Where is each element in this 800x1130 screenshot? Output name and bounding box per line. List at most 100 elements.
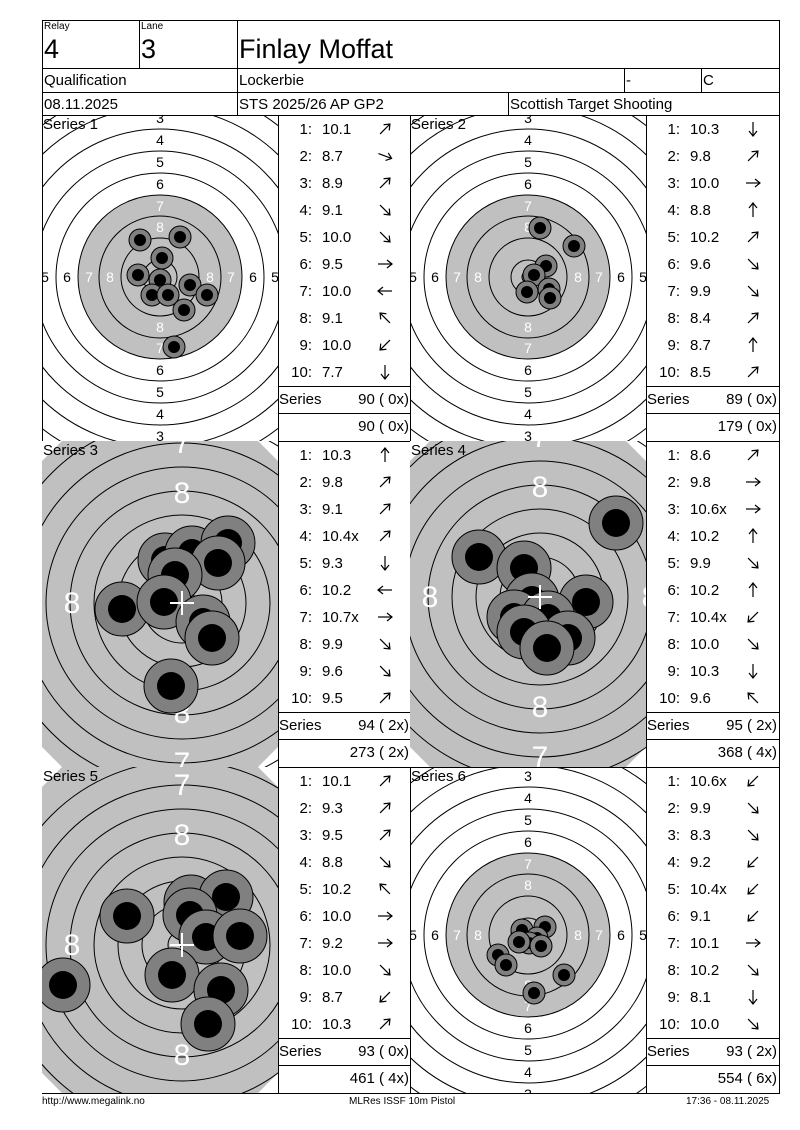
ring-number: 6: [524, 1020, 532, 1036]
ring-number: 6: [156, 176, 164, 192]
shot-row: 6: 10.0: [280, 903, 408, 930]
direction-arrow-icon: [379, 856, 391, 868]
direction-arrow-icon: [747, 638, 759, 650]
shot-row: 9: 8.7: [280, 984, 408, 1011]
shot-row: 4: 10.4x: [280, 523, 408, 550]
shot-mark: [178, 273, 202, 297]
ring-number: 7: [174, 1089, 191, 1093]
shot-number: 1:: [299, 773, 312, 790]
ring-number: 4: [524, 406, 532, 422]
shot-number: 3:: [299, 827, 312, 844]
shot-mark: [507, 930, 531, 954]
shot-value: 9.6: [690, 256, 711, 273]
shot-number: 8:: [299, 636, 312, 653]
shot-mark: [162, 335, 186, 359]
shot-row: 1: 10.1: [280, 116, 408, 143]
shot-row: 8: 10.0: [648, 631, 776, 658]
shot-row: 4: 9.2: [648, 849, 776, 876]
direction-arrow-icon: [378, 938, 393, 948]
shot-mark: [128, 228, 152, 252]
shot-mark: [195, 283, 219, 307]
ring-number: 3: [524, 115, 532, 126]
shot-number: 2:: [299, 800, 312, 817]
shot-number: 4:: [667, 202, 680, 219]
shot-value: 9.3: [322, 555, 343, 572]
cumulative-score: 179 ( 0x): [717, 418, 777, 435]
series-label: Series: [279, 1043, 322, 1060]
series-total-row: Series 93 ( 0x): [279, 1038, 409, 1065]
ring-number: 8: [64, 929, 81, 962]
shot-row: 1: 8.6: [648, 442, 776, 469]
direction-arrow-icon: [378, 612, 393, 622]
ring-number: 5: [271, 269, 278, 285]
shot-number: 1:: [667, 447, 680, 464]
shot-value: 10.3: [690, 121, 720, 138]
shot-row: 8: 9.9: [280, 631, 408, 658]
direction-arrow-icon: [379, 476, 391, 488]
shot-value: 10.1: [690, 935, 720, 952]
direction-arrow-icon: [747, 964, 759, 976]
ring-number: 8: [422, 581, 439, 614]
shot-row: 10: 9.6: [648, 685, 776, 712]
series-score: 95 ( 2x): [726, 717, 777, 734]
shot-number: 5:: [667, 229, 680, 246]
ring-number: 7: [453, 269, 461, 285]
shot-value: 10.2: [690, 229, 720, 246]
ring-number: 7: [174, 441, 191, 460]
shot-number: 2:: [667, 474, 680, 491]
ring-number: 6: [524, 362, 532, 378]
shot-mark: [552, 963, 576, 987]
shot-value: 9.1: [322, 310, 343, 327]
shot-number: 9:: [299, 337, 312, 354]
shot-row: 3: 10.0: [648, 170, 776, 197]
direction-arrow-icon: [746, 938, 761, 948]
relay-label: Relay: [44, 21, 70, 32]
ring-number: 7: [595, 927, 603, 943]
shot-number: 8:: [299, 962, 312, 979]
direction-arrow-icon: [379, 692, 391, 704]
direction-arrow-icon: [748, 582, 758, 597]
shot-value: 10.0: [322, 337, 352, 354]
ring-number: 5: [524, 154, 532, 170]
shot-row: 2: 9.8: [280, 469, 408, 496]
direction-arrow-icon: [747, 1018, 759, 1030]
shot-value: 9.9: [690, 800, 711, 817]
series-total-row: Series 89 ( 0x): [647, 386, 777, 413]
shot-mark: [528, 216, 552, 240]
shot-value: 10.0: [322, 283, 352, 300]
shot-row: 9: 9.6: [280, 658, 408, 685]
shot-value: 9.1: [322, 501, 343, 518]
shot-value: 9.8: [690, 148, 711, 165]
ring-number: 5: [156, 154, 164, 170]
direction-arrow-icon: [379, 530, 391, 542]
ring-number: 4: [524, 1064, 532, 1080]
cumulative-score: 273 ( 2x): [349, 744, 409, 761]
shot-mark: [588, 495, 644, 551]
shot-mark: [156, 283, 180, 307]
cumulative-score: 554 ( 6x): [717, 1070, 777, 1087]
shot-row: 4: 8.8: [280, 849, 408, 876]
shot-number: 3:: [667, 827, 680, 844]
shot-number: 8:: [667, 636, 680, 653]
direction-arrow-icon: [748, 528, 758, 543]
club-name: Lockerbie: [239, 72, 305, 89]
shot-value: 9.8: [690, 474, 711, 491]
ring-number: 7: [532, 741, 549, 767]
shot-value: 9.3: [322, 800, 343, 817]
ring-number: 6: [249, 269, 257, 285]
relay-number: 4: [44, 34, 60, 64]
ring-number: 5: [524, 812, 532, 828]
ring-number: 8: [474, 269, 482, 285]
shot-number: 6:: [667, 582, 680, 599]
ring-number: 7: [156, 198, 164, 214]
shot-number: 7:: [667, 283, 680, 300]
direction-arrow-icon: [747, 285, 759, 297]
shot-number: 5:: [667, 881, 680, 898]
direction-arrow-icon: [378, 152, 393, 162]
shot-number: 6:: [299, 256, 312, 273]
shot-number: 5:: [299, 229, 312, 246]
shot-mark: [150, 246, 174, 270]
shot-number: 2:: [299, 148, 312, 165]
shot-value: 9.1: [690, 908, 711, 925]
series-label: Series: [647, 717, 690, 734]
